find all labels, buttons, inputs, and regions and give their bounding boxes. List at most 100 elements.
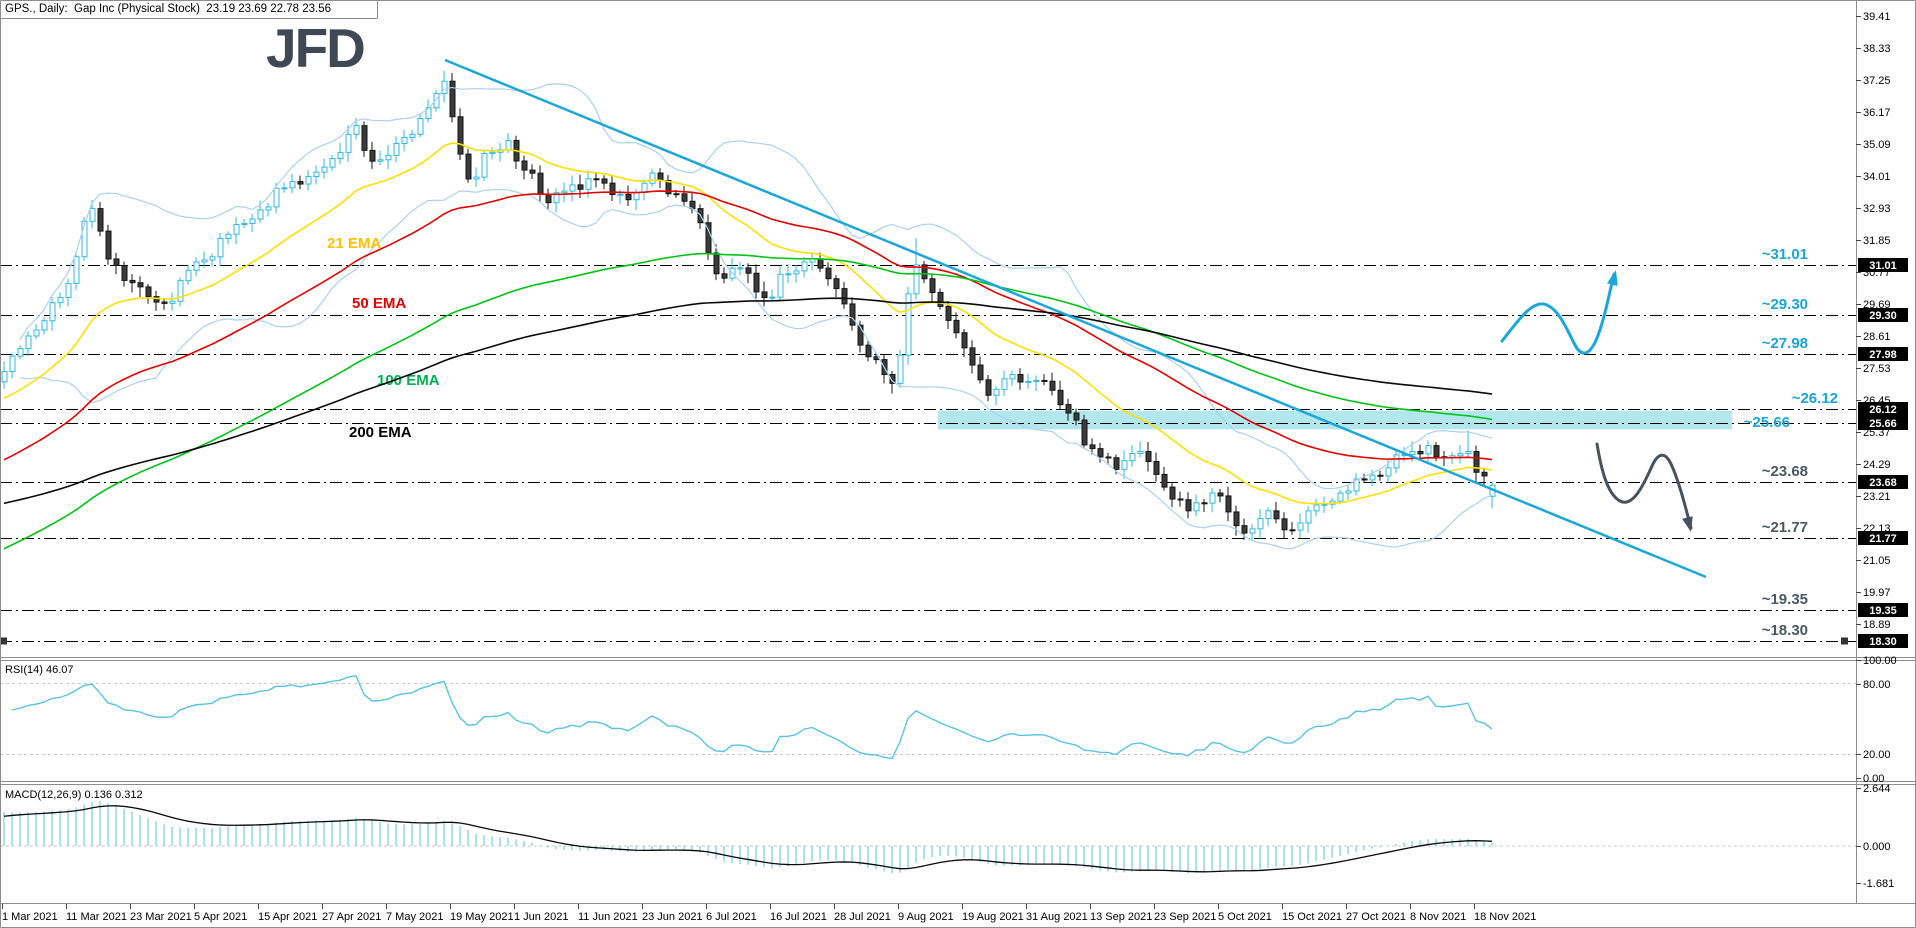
bull-candle xyxy=(1465,451,1472,455)
bear-candle xyxy=(969,347,976,366)
bear-candle xyxy=(457,116,464,155)
price-axis-label: 19.97 xyxy=(1863,587,1891,599)
bearish-scenario-arrow[interactable] xyxy=(1595,442,1693,530)
level-badge-text: 18.30 xyxy=(1869,636,1897,648)
bull-candle xyxy=(81,220,88,258)
bull-candle xyxy=(57,296,64,304)
bull-candle xyxy=(801,261,808,272)
date-label: 9 Aug 2021 xyxy=(898,911,954,923)
drawing-objects[interactable] xyxy=(444,58,1707,579)
bull-candle xyxy=(73,256,80,284)
bear-candle xyxy=(945,305,952,321)
level-labels: ~31.01 ~29.30 ~27.98 ~26.12~25.66 ~23.68 ~21.… xyxy=(1744,246,1838,639)
macd-axis-label: -1.681 xyxy=(1863,878,1894,890)
bull-candle xyxy=(561,190,568,194)
ema-100-label: 100 EMA xyxy=(377,372,440,389)
bull-candle xyxy=(433,92,440,109)
date-label: 1 Mar 2021 xyxy=(2,911,58,923)
price-axis-label: 18.89 xyxy=(1863,619,1891,631)
bull-candle xyxy=(633,192,640,201)
bull-candle xyxy=(33,329,40,337)
price-axis-label: 39.41 xyxy=(1863,11,1891,23)
price-axis-label: 34.01 xyxy=(1863,171,1891,183)
level-badge-text: 26.12 xyxy=(1869,404,1897,416)
bear-candle xyxy=(145,286,152,298)
bull-candle xyxy=(649,172,656,184)
date-label: 11 Jun 2021 xyxy=(578,911,638,923)
bull-candle xyxy=(1025,381,1032,384)
macd-signal-line xyxy=(3,805,1493,873)
date-label: 19 May 2021 xyxy=(450,911,514,923)
bear-candle xyxy=(1041,379,1048,382)
ema-21-line xyxy=(3,142,1493,505)
rsi-axis-label: 0.00 xyxy=(1863,773,1884,785)
date-label: 23 Sep 2021 xyxy=(1154,911,1216,923)
level-badge-text: 29.30 xyxy=(1869,310,1897,322)
support-resistance-lines[interactable] xyxy=(0,265,1856,645)
bull-candle xyxy=(481,152,488,178)
price-axis-label: 21.05 xyxy=(1863,555,1891,567)
bull-candle xyxy=(553,192,560,204)
level-price-badge xyxy=(1858,475,1908,489)
bull-candle xyxy=(1249,528,1256,534)
bull-candle xyxy=(1345,490,1352,494)
bull-candle xyxy=(321,166,328,173)
bull-candle xyxy=(1337,492,1344,502)
bear-candle xyxy=(577,184,584,190)
bear-candle xyxy=(961,332,968,349)
bull-candle xyxy=(377,159,384,162)
bull-candle xyxy=(9,355,16,373)
bull-candle xyxy=(25,335,32,350)
level-price-badge xyxy=(1858,308,1908,322)
supply-zone-rectangle[interactable] xyxy=(938,410,1732,430)
bull-candle xyxy=(337,151,344,160)
bull-candle xyxy=(417,117,424,135)
price-axis[interactable]: 39.41 38.33 37.25 36.17 35.09 34.01 32.93 31.85… xyxy=(1856,11,1908,890)
bull-candle xyxy=(1001,378,1008,390)
bear-candle xyxy=(1241,525,1248,534)
bear-candle xyxy=(1481,471,1488,477)
bull-candle xyxy=(385,154,392,161)
price-axis-label: 38.33 xyxy=(1863,43,1891,55)
ema-100-line xyxy=(3,252,1493,550)
bull-candle xyxy=(1129,452,1136,462)
bullish-scenario-arrow[interactable] xyxy=(1500,272,1616,355)
bear-candle xyxy=(1145,451,1152,463)
bull-candle xyxy=(241,222,248,225)
bull-candle xyxy=(473,176,480,180)
bull-candle xyxy=(1313,504,1320,512)
bear-candle xyxy=(1201,502,1208,505)
bear-candle xyxy=(1073,412,1080,421)
bull-candle xyxy=(617,193,624,196)
date-axis[interactable]: 1 Mar 2021 11 Mar 2021 23 Mar 2021 5 Apr 20… xyxy=(2,904,1536,923)
macd-axis-label: 0.000 xyxy=(1863,841,1891,853)
level-label-25.66: ~25.66 xyxy=(1744,414,1790,431)
bear-candle xyxy=(1377,474,1384,477)
bull-candle xyxy=(1121,460,1128,470)
bear-candle xyxy=(1049,380,1056,391)
level-label-27.98: ~27.98 xyxy=(1762,335,1808,352)
line-endpoint-marker xyxy=(0,637,7,645)
date-label: 19 Aug 2021 xyxy=(962,911,1024,923)
bull-candle xyxy=(1,371,8,383)
rsi-axis-label: 20.00 xyxy=(1863,749,1891,761)
ema-21-label: 21 EMA xyxy=(327,235,381,252)
bull-candle xyxy=(1425,445,1432,455)
price-axis-label: 35.09 xyxy=(1863,139,1891,151)
bear-candle xyxy=(889,374,896,384)
descending-trendline[interactable] xyxy=(444,58,1707,579)
level-price-badge xyxy=(1858,347,1908,361)
date-label: 31 Aug 2021 xyxy=(1026,911,1088,923)
bull-candle xyxy=(769,296,776,299)
bear-candle xyxy=(449,80,456,118)
level-label-18.3: ~18.30 xyxy=(1762,622,1808,639)
bull-candle xyxy=(1457,453,1464,457)
bear-candle xyxy=(721,273,728,279)
date-label: 15 Oct 2021 xyxy=(1282,911,1342,923)
level-badge-text: 21.77 xyxy=(1869,533,1897,545)
bull-candle xyxy=(41,320,48,331)
level-label-31.01: ~31.01 xyxy=(1762,246,1808,263)
bull-candle xyxy=(1009,374,1016,380)
